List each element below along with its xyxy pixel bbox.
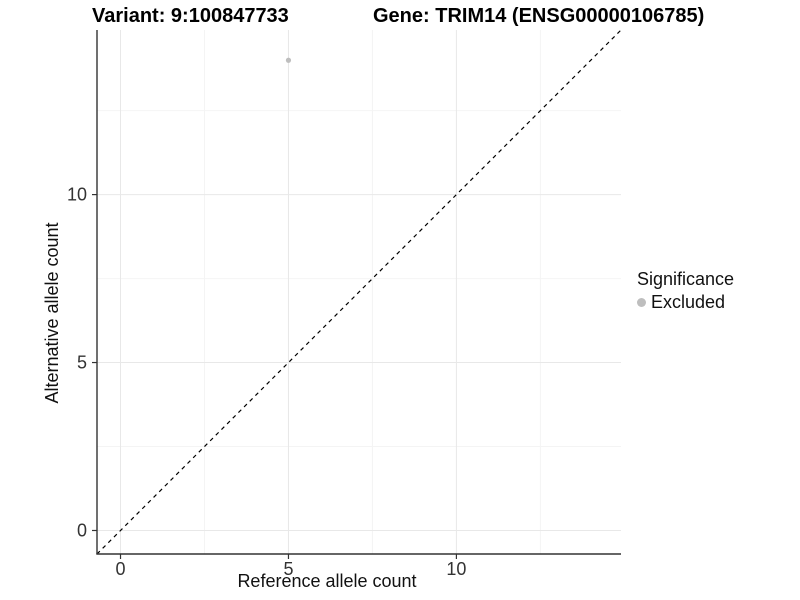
legend-point-icon bbox=[637, 298, 646, 307]
identity-dashed-line bbox=[96, 29, 622, 555]
legend: Significance Excluded bbox=[637, 269, 734, 313]
x-tick-label: 5 bbox=[283, 559, 293, 579]
legend-item-label: Excluded bbox=[651, 292, 726, 312]
x-tick-label: 0 bbox=[116, 559, 126, 579]
y-tick-label: 10 bbox=[67, 185, 87, 205]
legend-item-excluded: Excluded bbox=[637, 292, 734, 313]
plot-title-variant: Variant: 9:100847733 bbox=[92, 5, 289, 27]
legend-title: Significance bbox=[637, 269, 735, 289]
plot-title-gene: Gene: TRIM14 (ENSG00000106785) bbox=[373, 5, 705, 27]
y-tick-label: 0 bbox=[77, 520, 87, 540]
y-tick-label: 5 bbox=[77, 353, 87, 373]
x-tick-label: 10 bbox=[446, 559, 466, 579]
data-point bbox=[285, 57, 292, 63]
x-axis-title: Reference allele count bbox=[237, 571, 417, 591]
